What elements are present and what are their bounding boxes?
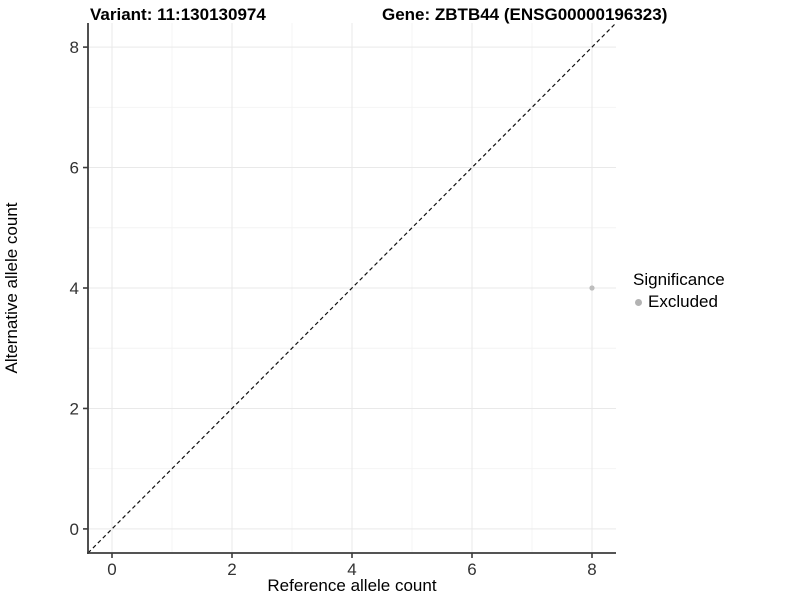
excluded-dot-icon [635, 298, 642, 306]
y-axis-label: Alternative allele count [2, 202, 21, 374]
y-tick-label: 8 [70, 38, 79, 57]
x-tick-label: 6 [467, 560, 476, 579]
y-tick-label: 6 [70, 159, 79, 178]
y-tick-label: 4 [70, 279, 79, 298]
x-tick-label: 0 [107, 560, 116, 579]
data-point-excluded [589, 285, 595, 291]
legend-title: Significance [633, 270, 725, 289]
plot-title-variant: Variant: 11:130130974 [90, 5, 266, 24]
y-tick-label: 0 [70, 520, 79, 539]
y-tick-label: 2 [70, 399, 79, 418]
legend-item-excluded: Excluded [633, 292, 725, 312]
legend-item-label: Excluded [648, 292, 718, 311]
plot-title-gene: Gene: ZBTB44 (ENSG00000196323) [382, 5, 668, 24]
x-axis-label: Reference allele count [267, 576, 437, 595]
identity-dashed-line [87, 22, 617, 554]
x-tick-label: 4 [347, 560, 356, 579]
x-tick-label: 2 [227, 560, 236, 579]
legend: Significance Excluded [633, 270, 725, 312]
x-tick-label: 8 [587, 560, 596, 579]
